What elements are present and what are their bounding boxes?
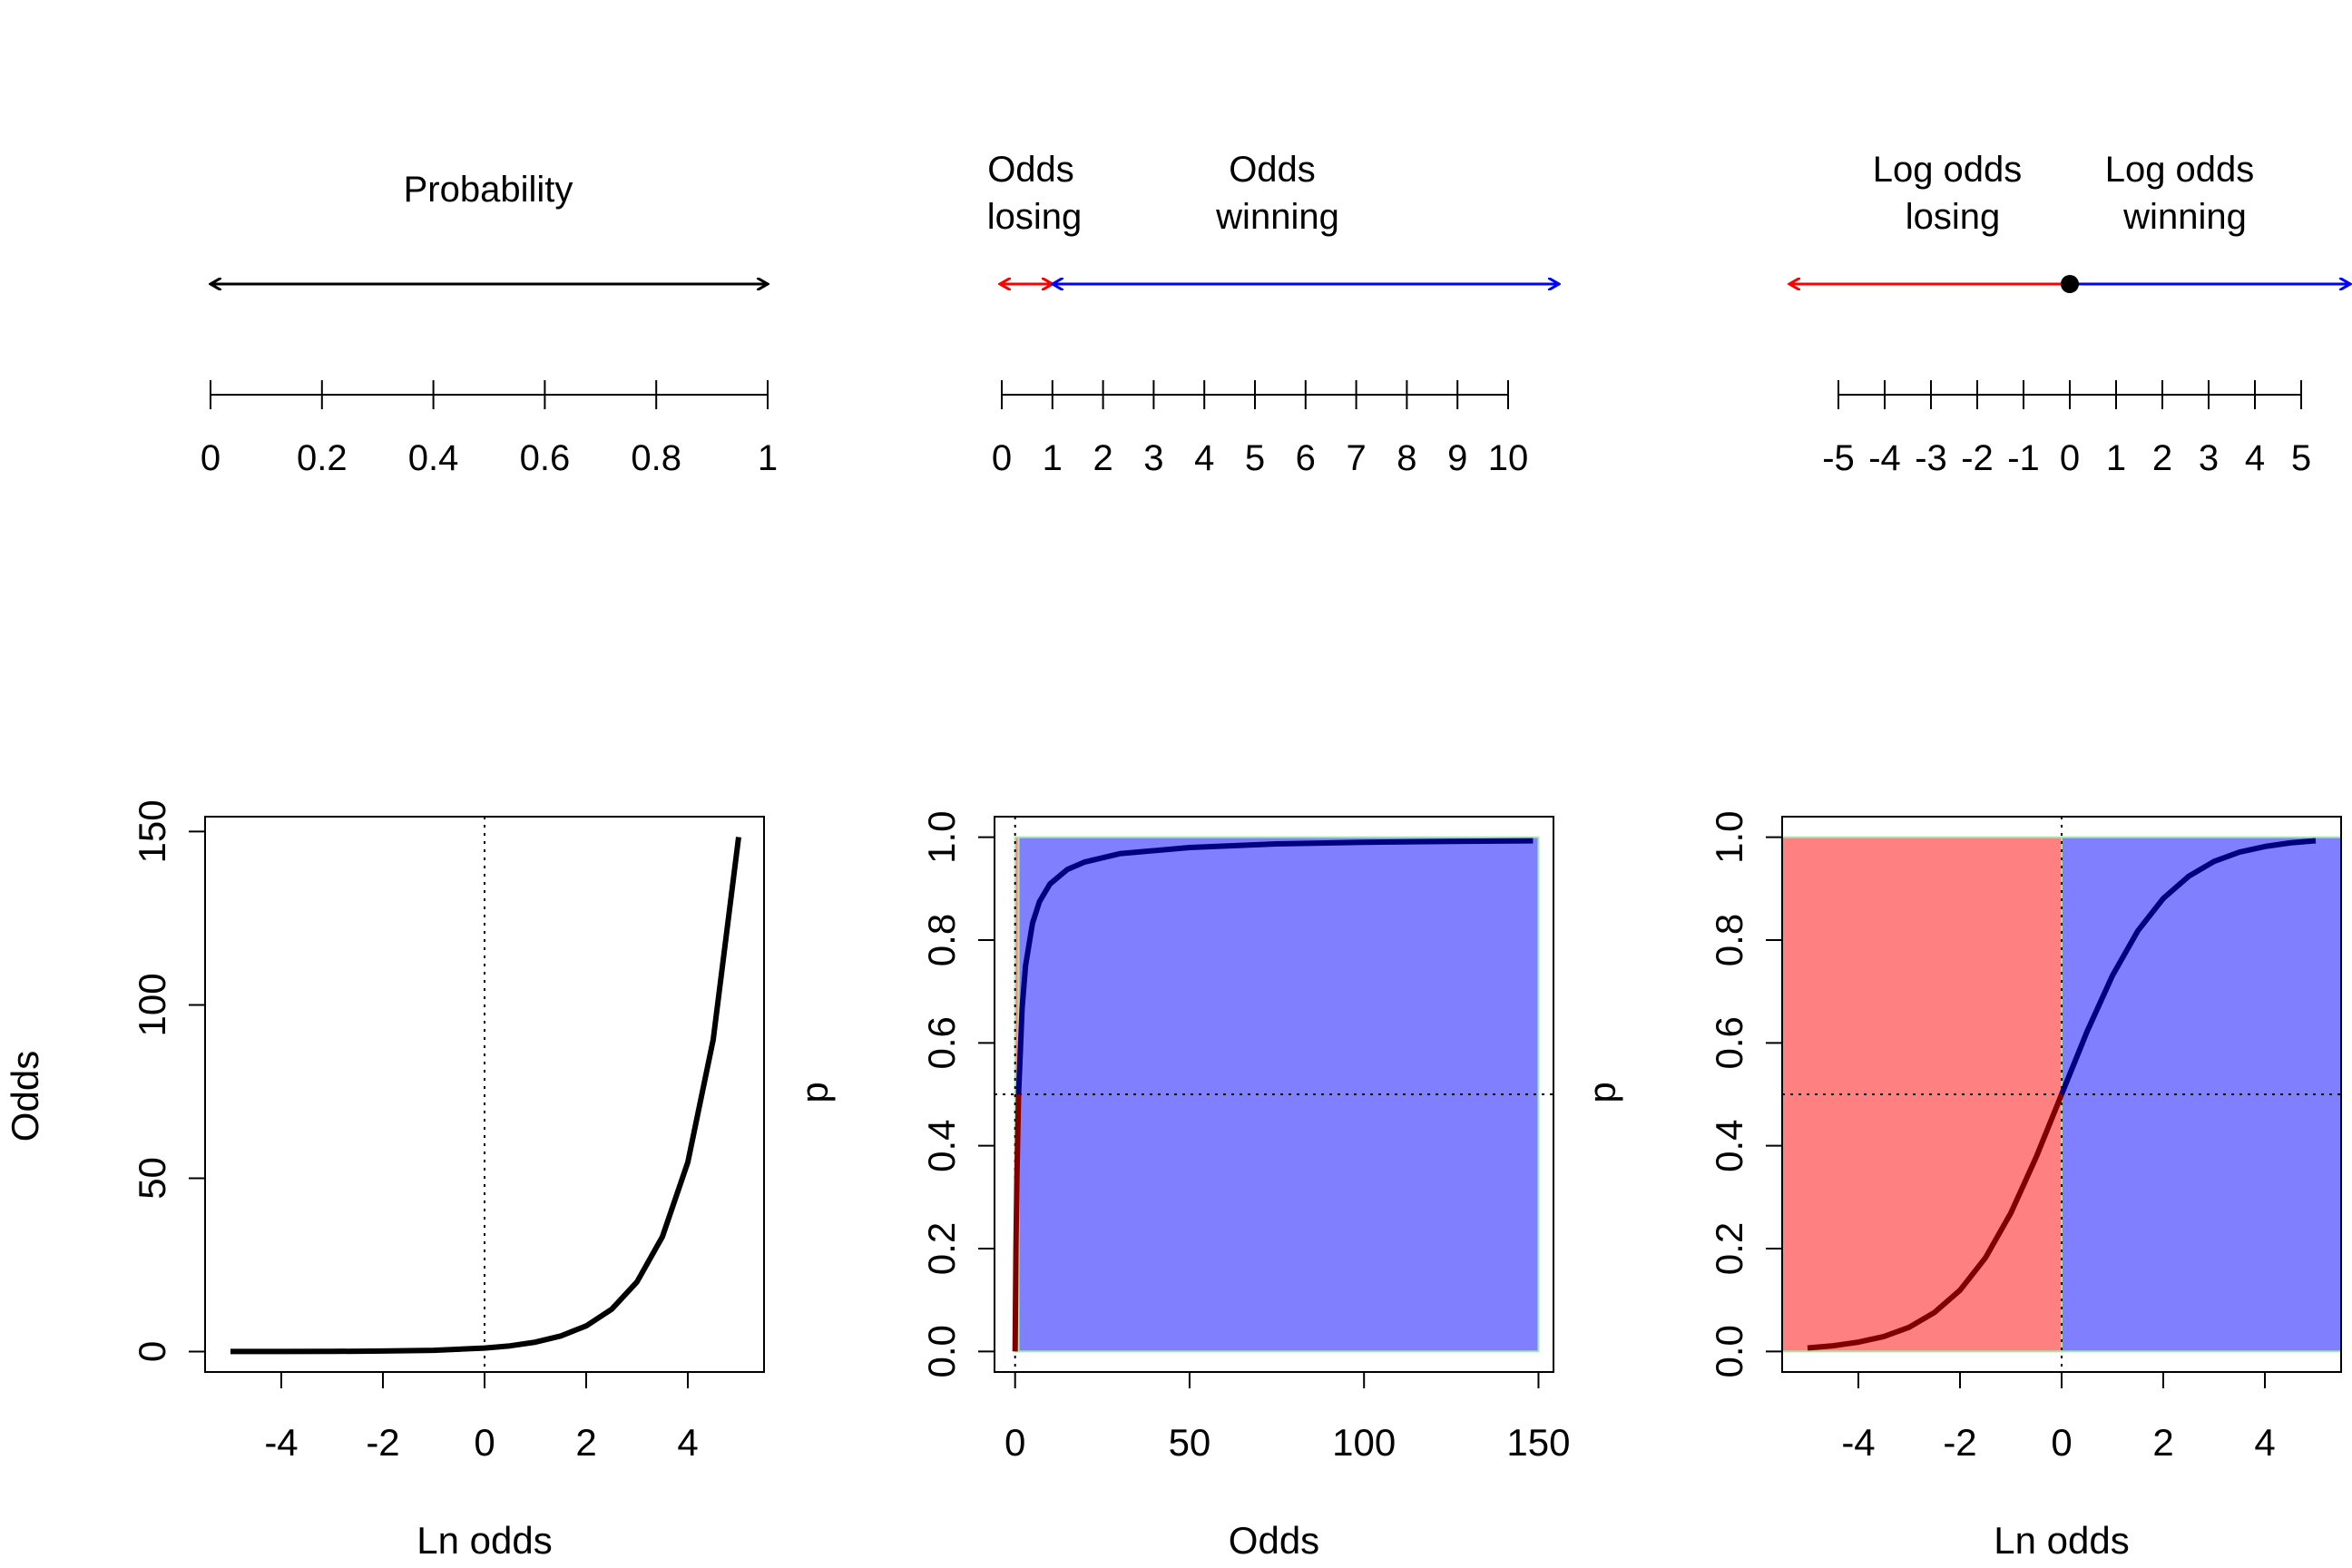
odds-number-line-panel: Odds losing Odds winning 0 1 2 3 4 5 6 7 8 9 10 — [987, 150, 1559, 478]
odds-tick-label: 5 — [1245, 438, 1265, 478]
plot1-xtick-label: 4 — [677, 1421, 698, 1464]
plot1-xtick-label: 2 — [575, 1421, 596, 1464]
plot2-winning-region — [1017, 836, 1540, 1353]
probability-tick-label: 0.4 — [408, 438, 459, 478]
odds-losing-label-line2: losing — [987, 197, 1083, 237]
plot3-curve-winning — [2059, 838, 2317, 1096]
plot3-xtick-label: 0 — [2051, 1421, 2072, 1464]
plot1-curve — [230, 837, 741, 1355]
log-odds-tick-label: 1 — [2106, 438, 2126, 478]
plot2-curve-losing — [1012, 1093, 1022, 1352]
probability-tick-label: 0.8 — [631, 438, 681, 478]
odds-winning-label-line1: Odds — [1229, 150, 1316, 190]
plot2-xtick-label: 50 — [1169, 1421, 1211, 1464]
odds-vs-ln-odds-plot: Ln odds Odds -4 -2 0 2 4 0 50 100 150 — [4, 799, 765, 1562]
plot2-ytick-label: 0.2 — [920, 1222, 963, 1275]
plot3-curve-losing — [1807, 1093, 2064, 1351]
log-odds-tick-label: 4 — [2245, 438, 2265, 478]
plot2-ylabel: p — [793, 1082, 836, 1102]
odds-tick-label: 9 — [1447, 438, 1467, 478]
odds-tick-label: 4 — [1194, 438, 1214, 478]
plot3-ytick-label: 0.6 — [1708, 1016, 1750, 1069]
plot1-xlabel: Ln odds — [416, 1519, 552, 1562]
log-odds-tick-label: -3 — [1915, 438, 1947, 478]
plot2-ytick-label: 0.4 — [920, 1119, 963, 1171]
plot3-ytick-label: 0.8 — [1708, 914, 1750, 966]
probability-tick-label: 1 — [758, 438, 778, 478]
log-odds-tick-label: 2 — [2152, 438, 2172, 478]
p-vs-odds-plot: Odds p 0 50 100 150 0.0 0.2 0.4 0.6 0.8 1.0 — [793, 810, 1571, 1562]
log-odds-losing-label-line2: losing — [1906, 197, 2001, 237]
plot3-xtick-label: 2 — [2152, 1421, 2173, 1464]
plot1-ytick-label: 50 — [131, 1157, 173, 1200]
probability-title: Probability — [404, 170, 573, 210]
plot1-ytick-label: 150 — [131, 799, 173, 863]
odds-tick-label: 0 — [992, 438, 1012, 478]
plot2-xtick-label: 100 — [1332, 1421, 1396, 1464]
odds-tick-label: 10 — [1488, 438, 1529, 478]
plot3-xtick-label: -2 — [1943, 1421, 1976, 1464]
plot1-xtick-label: 0 — [474, 1421, 495, 1464]
log-odds-number-line-panel: Log odds losing Log odds winning -5 -4 -3-… — [1789, 150, 2350, 478]
probability-tick-label: 0.2 — [297, 438, 348, 478]
plot3-xtick-label: -4 — [1841, 1421, 1875, 1464]
plot3-ylabel: p — [1581, 1082, 1623, 1102]
log-odds-tick-label: -5 — [1822, 438, 1855, 478]
log-odds-tick-label: 3 — [2199, 438, 2219, 478]
plot2-ytick-label: 0.8 — [920, 914, 963, 966]
probability-tick-label: 0 — [201, 438, 220, 478]
odds-losing-label-line1: Odds — [987, 150, 1074, 190]
plot1-ytick-label: 100 — [131, 973, 173, 1036]
odds-tick-label: 6 — [1296, 438, 1316, 478]
log-odds-winning-label-line2: winning — [2122, 197, 2247, 237]
odds-tick-label: 2 — [1093, 438, 1112, 478]
odds-tick-label: 8 — [1396, 438, 1416, 478]
plot2-xtick-label: 150 — [1506, 1421, 1570, 1464]
log-odds-zero-point — [2061, 275, 2079, 293]
log-odds-losing-label-line1: Log odds — [1873, 150, 2023, 190]
probability-tick-label: 0.6 — [520, 438, 571, 478]
plot2-xtick-label: 0 — [1004, 1421, 1025, 1464]
odds-tick-label: 7 — [1346, 438, 1366, 478]
plot2-ytick-label: 0.0 — [920, 1325, 963, 1377]
log-odds-tick-label: 0 — [2060, 438, 2080, 478]
odds-tick-label: 3 — [1143, 438, 1163, 478]
odds-tick-label: 1 — [1043, 438, 1063, 478]
log-odds-tick-label: -4 — [1868, 438, 1901, 478]
plot2-curve-winning — [1015, 838, 1534, 1095]
plot2-xlabel: Odds — [1229, 1519, 1319, 1562]
plot2-ytick-label: 1.0 — [920, 810, 963, 863]
odds-winning-label-line2: winning — [1215, 197, 1339, 237]
log-odds-tick-label: -2 — [1961, 438, 1994, 478]
plot1-xtick-label: -2 — [366, 1421, 399, 1464]
plot3-ytick-label: 0.2 — [1708, 1222, 1750, 1275]
plot1-ylabel: Odds — [4, 1051, 46, 1142]
p-vs-ln-odds-plot: Ln odds p -4 -2 0 2 4 0.0 0.2 0.4 0.6 0.8 1.0 — [1581, 810, 2342, 1562]
plot3-ytick-label: 0.4 — [1708, 1119, 1750, 1171]
plot3-ytick-label: 1.0 — [1708, 810, 1750, 863]
plot3-xtick-label: 4 — [2254, 1421, 2275, 1464]
log-odds-tick-label: 5 — [2291, 438, 2311, 478]
plot3-ytick-label: 0.0 — [1708, 1325, 1750, 1377]
plot2-ytick-label: 0.6 — [920, 1016, 963, 1069]
plot1-xtick-label: -4 — [264, 1421, 298, 1464]
log-odds-tick-label: -1 — [2007, 438, 2040, 478]
plot1-ytick-label: 0 — [131, 1341, 173, 1362]
log-odds-winning-label-line1: Log odds — [2105, 150, 2255, 190]
probability-number-line-panel: Probability 0 0.2 0.4 0.6 0.8 1 — [201, 170, 778, 478]
plot3-xlabel: Ln odds — [1994, 1519, 2129, 1562]
